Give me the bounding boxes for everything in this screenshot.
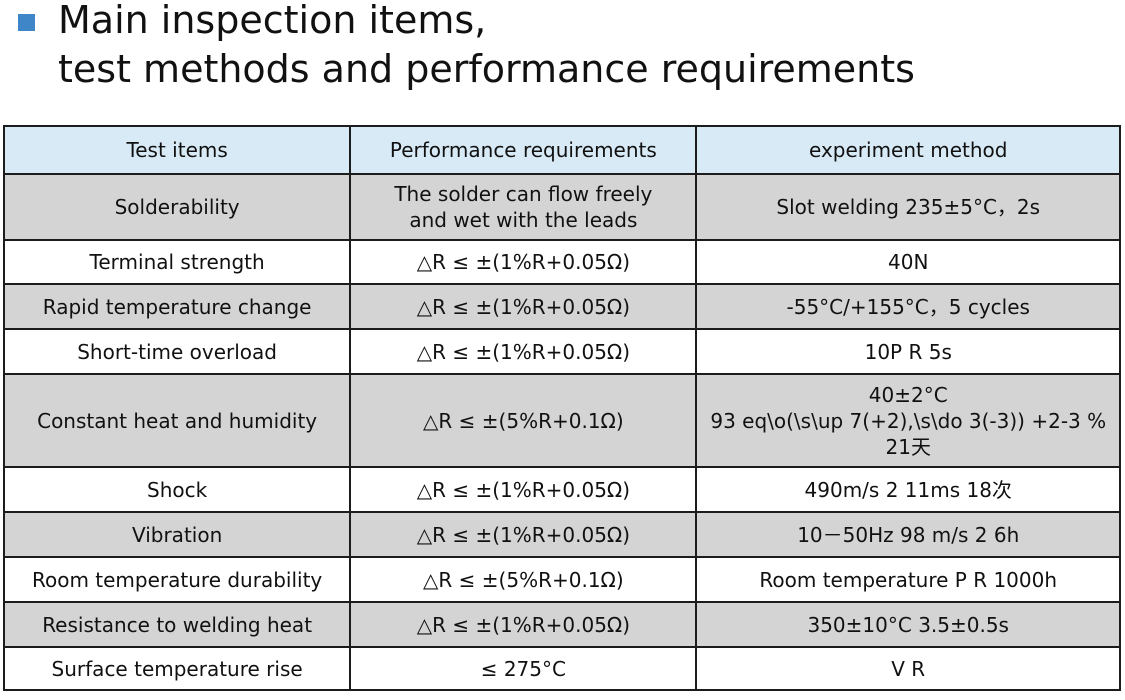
cell-test-item: Vibration	[2, 511, 352, 558]
cell-text-line: 93 eq\o(\s\up 7(+2),\s\do 3(-3)) +2-3 %	[710, 408, 1107, 433]
cell-requirement: △R ≤ ±(1%R+0.05Ω)	[349, 511, 698, 558]
table-row: Terminal strength △R ≤ ±(1%R+0.05Ω) 40N	[2, 239, 1121, 285]
cell-test-item: Short-time overload	[2, 328, 352, 375]
table-row: Constant heat and humidity △R ≤ ±(5%R+0.…	[2, 373, 1121, 468]
cell-requirement: △R ≤ ±(1%R+0.05Ω)	[349, 283, 698, 330]
cell-requirement: △R ≤ ±(1%R+0.05Ω)	[349, 601, 698, 648]
table-row: Resistance to welding heat △R ≤ ±(1%R+0.…	[2, 601, 1121, 648]
cell-test-item: Resistance to welding heat	[2, 601, 352, 648]
table-row: Shock △R ≤ ±(1%R+0.05Ω) 490m/s 2 11ms 18…	[2, 466, 1121, 513]
cell-requirement: △R ≤ ±(5%R+0.1Ω)	[349, 556, 698, 603]
cell-method: 490m/s 2 11ms 18次	[695, 466, 1121, 513]
cell-requirement: The solder can flow freely and wet with …	[349, 173, 698, 241]
page-title-line-2: test methods and performance requirement…	[58, 47, 915, 91]
table-header-row: Test items Performance requirements expe…	[2, 125, 1121, 175]
cell-requirement: △R ≤ ±(1%R+0.05Ω)	[349, 239, 698, 285]
cell-requirement: ≤ 275°C	[349, 646, 698, 691]
column-header-performance-requirements: Performance requirements	[349, 125, 698, 175]
cell-test-item: Constant heat and humidity	[2, 373, 352, 468]
cell-text-line: and wet with the leads	[409, 208, 638, 232]
cell-method: Room temperature P R 1000h	[695, 556, 1121, 603]
inspection-table: Test items Performance requirements expe…	[2, 125, 1121, 691]
table-row: Vibration △R ≤ ±(1%R+0.05Ω) 10－50Hz 98 m…	[2, 511, 1121, 558]
cell-method: Slot welding 235±5°C，2s	[695, 173, 1121, 241]
cell-test-item: Solderability	[2, 173, 352, 241]
cell-method: 40±2°C 93 eq\o(\s\up 7(+2),\s\do 3(-3)) …	[695, 373, 1121, 468]
cell-test-item: Room temperature durability	[2, 556, 352, 603]
table-row: Short-time overload △R ≤ ±(1%R+0.05Ω) 10…	[2, 328, 1121, 375]
cell-method: 350±10°C 3.5±0.5s	[695, 601, 1121, 648]
cell-requirement: △R ≤ ±(1%R+0.05Ω)	[349, 466, 698, 513]
cell-test-item: Rapid temperature change	[2, 283, 352, 330]
cell-text-line: The solder can flow freely	[394, 182, 653, 206]
table-row: Surface temperature rise ≤ 275°C V R	[2, 646, 1121, 691]
title-bullet-icon	[18, 14, 35, 31]
cell-method: 40N	[695, 239, 1121, 285]
column-header-test-items: Test items	[2, 125, 352, 175]
cell-text-line: 21天	[885, 434, 931, 459]
cell-method: V R	[695, 646, 1121, 691]
cell-test-item: Shock	[2, 466, 352, 513]
table-row: Solderability The solder can flow freely…	[2, 173, 1121, 241]
cell-text-line: 40±2°C	[868, 382, 948, 407]
cell-method: 10P R 5s	[695, 328, 1121, 375]
cell-test-item: Terminal strength	[2, 239, 352, 285]
cell-test-item: Surface temperature rise	[2, 646, 352, 691]
table-row: Rapid temperature change △R ≤ ±(1%R+0.05…	[2, 283, 1121, 330]
cell-requirement: △R ≤ ±(5%R+0.1Ω)	[349, 373, 698, 468]
page-title-line-1: Main inspection items,	[58, 0, 487, 42]
header: Main inspection items, test methods and …	[18, 0, 1118, 120]
cell-method: -55°C/+155°C，5 cycles	[695, 283, 1121, 330]
cell-requirement: △R ≤ ±(1%R+0.05Ω)	[349, 328, 698, 375]
column-header-experiment-method: experiment method	[695, 125, 1121, 175]
cell-method: 10－50Hz 98 m/s 2 6h	[695, 511, 1121, 558]
table-row: Room temperature durability △R ≤ ±(5%R+0…	[2, 556, 1121, 603]
